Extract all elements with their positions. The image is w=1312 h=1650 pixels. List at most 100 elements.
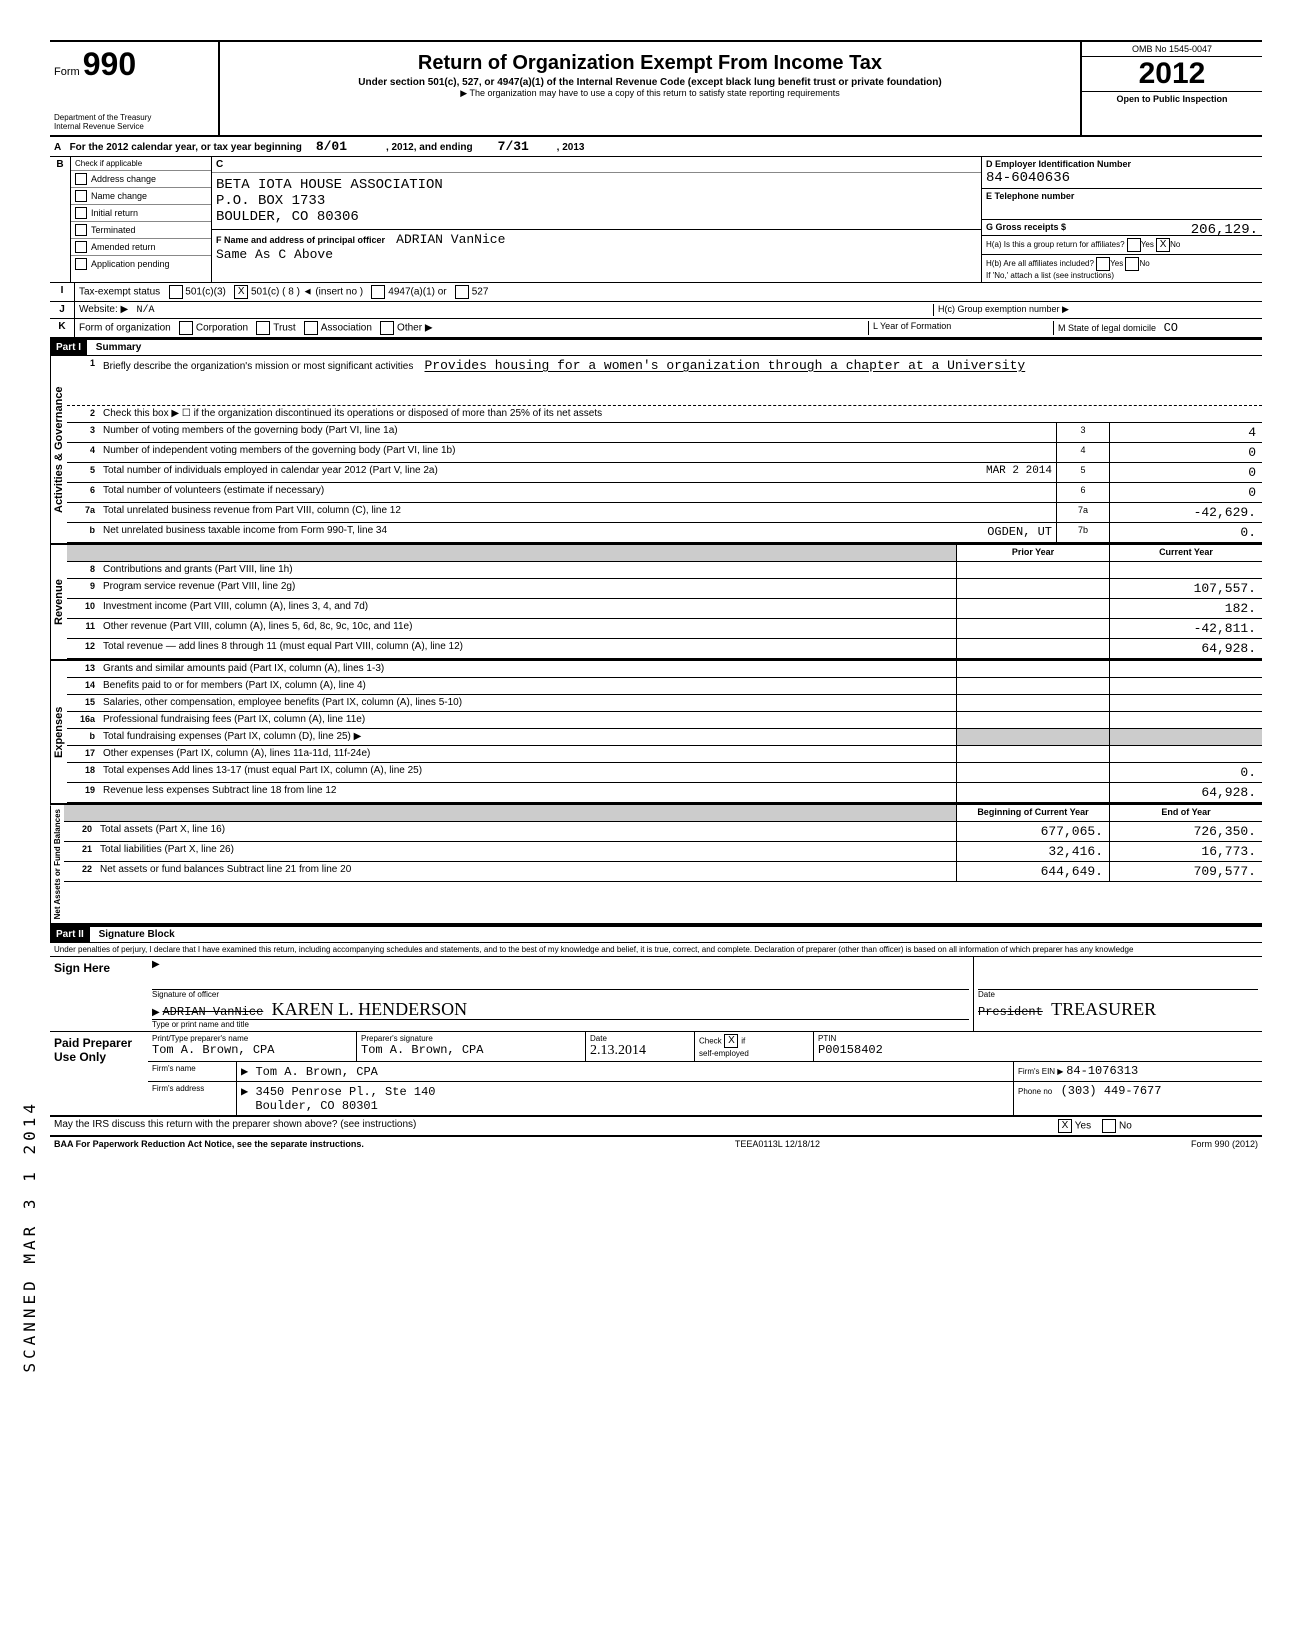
firm-ein: 84-1076313 [1066, 1064, 1138, 1078]
l7a-value: -42,629. [1109, 503, 1262, 522]
org-addr1: P.O. BOX 1733 [216, 193, 977, 209]
ptin-value: P00158402 [818, 1043, 1258, 1057]
l3-value: 4 [1109, 423, 1262, 442]
b-label: B [50, 157, 71, 282]
l7b-text: Net unrelated business taxable income fr… [103, 525, 387, 536]
check-address-change[interactable]: Address change [71, 171, 211, 188]
hb-yes[interactable] [1096, 257, 1110, 271]
line-a: A For the 2012 calendar year, or tax yea… [50, 137, 1262, 157]
form-number: 990 [83, 46, 136, 82]
l22-prior: 644,649. [956, 862, 1109, 881]
l6-text: Total number of volunteers (estimate if … [99, 483, 1056, 502]
form-subtitle2: ▶ The organization may have to use a cop… [224, 88, 1076, 99]
side-revenue: Revenue [50, 545, 67, 659]
paid-preparer-label: Paid Preparer Use Only [50, 1032, 148, 1115]
scanned-stamp: SCANNED MAR 3 1 2014 [20, 1100, 39, 1373]
l21-curr: 16,773. [1109, 842, 1262, 861]
org-name: BETA IOTA HOUSE ASSOCIATION [216, 177, 977, 193]
title-handwritten: TREASURER [1051, 999, 1156, 1019]
l10-curr: 182. [1109, 599, 1262, 618]
teea-code: TEEA0113L 12/18/12 [735, 1139, 820, 1149]
part1-header: Part I Summary [50, 338, 1262, 356]
preparer-name: Tom A. Brown, CPA [152, 1043, 352, 1057]
l5-text: Total number of individuals employed in … [103, 465, 438, 476]
l7b-value: 0. [1109, 523, 1262, 542]
l2-text: Check this box ▶ ☐ if the organization d… [99, 406, 1262, 422]
check-pending[interactable]: Application pending [71, 256, 211, 272]
firm-addr1: 3450 Penrose Pl., Ste 140 [255, 1085, 435, 1099]
line-i-text: Tax-exempt status [79, 287, 160, 298]
check-terminated[interactable]: Terminated [71, 222, 211, 239]
check-applicable-label: Check if applicable [71, 157, 211, 171]
discuss-yes[interactable]: X [1058, 1119, 1072, 1133]
l22-curr: 709,577. [1109, 862, 1262, 881]
e-label: E Telephone number [986, 191, 1074, 201]
side-expenses: Expenses [50, 661, 67, 803]
line-i: I Tax-exempt status 501(c)(3) X 501(c) (… [50, 283, 1262, 302]
side-net-assets: Net Assets or Fund Balances [50, 805, 64, 923]
part1-title: Summary [90, 342, 142, 353]
l4-value: 0 [1109, 443, 1262, 462]
check-501c3[interactable] [169, 285, 183, 299]
check-other[interactable] [380, 321, 394, 335]
hb-no[interactable] [1125, 257, 1139, 271]
discuss-row: May the IRS discuss this return with the… [50, 1116, 1262, 1136]
l20-prior: 677,065. [956, 822, 1109, 841]
sign-here-row: Sign Here ▶ Signature of officer ▶ ADRIA… [50, 957, 1262, 1032]
l12-curr: 64,928. [1109, 639, 1262, 658]
governance-section: Activities & Governance 1 Briefly descri… [50, 356, 1262, 545]
line-j-text: Website: ▶ [79, 304, 128, 315]
revenue-section: Revenue Prior Year Current Year 8Contrib… [50, 545, 1262, 661]
l6-value: 0 [1109, 483, 1262, 502]
d-value: 84-6040636 [986, 170, 1070, 186]
mission-text: Provides housing for a women's organizat… [425, 358, 1026, 373]
check-trust[interactable] [256, 321, 270, 335]
baa-text: BAA For Paperwork Reduction Act Notice, … [54, 1139, 364, 1149]
ha-label: H(a) Is this a group return for affiliat… [986, 240, 1125, 249]
f-addr: Same As C Above [216, 247, 333, 262]
website-value: N/A [137, 305, 155, 316]
l11-curr: -42,811. [1109, 619, 1262, 638]
check-assoc[interactable] [304, 321, 318, 335]
m-value: CO [1164, 321, 1178, 335]
hb-label: H(b) Are all affiliates included? [986, 259, 1094, 268]
typed-name-struck: ADRIAN VanNice [162, 1005, 263, 1019]
begin-year-header: Beginning of Current Year [956, 805, 1109, 821]
check-self-employed[interactable]: X [724, 1034, 738, 1048]
line-a-endyear: , 2013 [557, 142, 585, 153]
check-4947[interactable] [371, 285, 385, 299]
section-b: B Check if applicable Address change Nam… [50, 157, 1262, 283]
line-j: J Website: ▶ N/A H(c) Group exemption nu… [50, 302, 1262, 319]
check-527[interactable] [455, 285, 469, 299]
expenses-section: Expenses 13Grants and similar amounts pa… [50, 661, 1262, 805]
title-struck: President [978, 1005, 1043, 1019]
footer-row: BAA For Paperwork Reduction Act Notice, … [50, 1136, 1262, 1151]
side-governance: Activities & Governance [50, 356, 67, 543]
ha-yes[interactable] [1127, 238, 1141, 252]
check-initial-return[interactable]: Initial return [71, 205, 211, 222]
check-name-change[interactable]: Name change [71, 188, 211, 205]
line-k: K Form of organization Corporation Trust… [50, 319, 1262, 338]
c-label: C [212, 157, 981, 173]
line-k-text: Form of organization [79, 323, 171, 334]
part2-header: Part II Signature Block [50, 925, 1262, 943]
preparer-date: 2.13.2014 [590, 1043, 690, 1059]
discuss-no[interactable] [1102, 1119, 1116, 1133]
preparer-sig: Tom A. Brown, CPA [361, 1043, 581, 1057]
form-subtitle1: Under section 501(c), 527, or 4947(a)(1)… [224, 77, 1076, 88]
check-501c[interactable]: X [234, 285, 248, 299]
type-print-label: Type or print name and title [152, 1019, 969, 1029]
l3-text: Number of voting members of the governin… [99, 423, 1056, 442]
tax-year: 2012 [1082, 57, 1262, 92]
line-a-text: For the 2012 calendar year, or tax year … [70, 142, 302, 153]
check-corp[interactable] [179, 321, 193, 335]
paid-preparer-section: Paid Preparer Use Only Print/Type prepar… [50, 1032, 1262, 1116]
perjury-text: Under penalties of perjury, I declare th… [50, 943, 1262, 957]
dept-label: Department of the Treasury [54, 113, 214, 122]
form-label: Form [54, 66, 80, 78]
ha-no[interactable]: X [1156, 238, 1170, 252]
open-inspection: Open to Public Inspection [1082, 92, 1262, 106]
l4-text: Number of independent voting members of … [99, 443, 1056, 462]
date-label: Date [978, 990, 1258, 999]
check-amended[interactable]: Amended return [71, 239, 211, 256]
